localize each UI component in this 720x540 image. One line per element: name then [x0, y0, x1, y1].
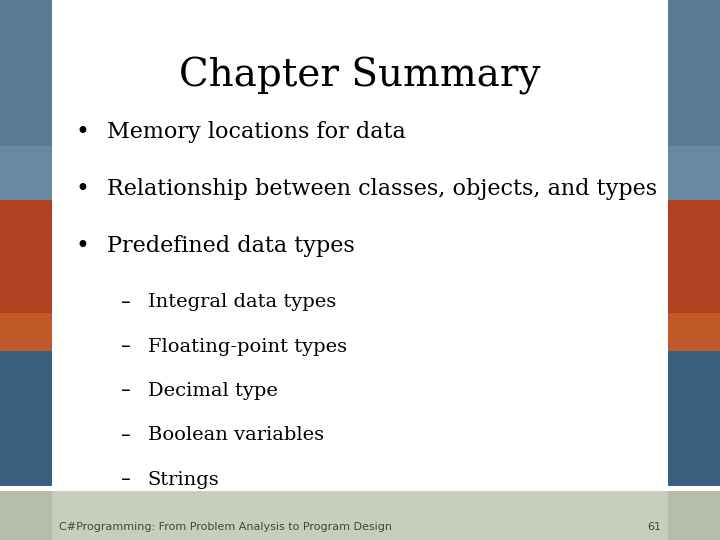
Bar	[668, 313, 720, 378]
Text: –: –	[121, 293, 131, 312]
Bar	[668, 0, 720, 335]
Text: Integral data types: Integral data types	[148, 293, 336, 312]
Bar	[668, 146, 720, 243]
Bar	[52, 0, 668, 491]
Text: •: •	[76, 177, 90, 201]
Bar	[0, 351, 52, 486]
Bar	[52, 491, 668, 540]
Text: •: •	[76, 120, 90, 144]
Text: 61: 61	[647, 522, 661, 531]
Text: –: –	[121, 381, 131, 401]
Bar	[668, 491, 720, 540]
Text: C#Programming: From Problem Analysis to Program Design: C#Programming: From Problem Analysis to …	[59, 522, 392, 531]
Bar	[0, 313, 52, 378]
Text: –: –	[121, 426, 131, 445]
Text: Predefined data types: Predefined data types	[107, 235, 354, 256]
Text: Boolean variables: Boolean variables	[148, 426, 324, 444]
Text: Strings: Strings	[148, 470, 220, 489]
Bar	[0, 146, 52, 243]
Bar	[668, 351, 720, 486]
Text: –: –	[121, 337, 131, 356]
Bar	[0, 0, 52, 335]
Text: Memory locations for data: Memory locations for data	[107, 122, 405, 143]
Text: Relationship between classes, objects, and types: Relationship between classes, objects, a…	[107, 178, 657, 200]
Text: Chapter Summary: Chapter Summary	[179, 57, 541, 94]
Bar	[668, 200, 720, 351]
Text: Decimal type: Decimal type	[148, 382, 277, 400]
Text: •: •	[76, 234, 90, 258]
Bar	[0, 491, 52, 540]
Text: Floating-point types: Floating-point types	[148, 338, 347, 356]
Text: –: –	[121, 470, 131, 489]
Bar	[0, 200, 52, 351]
